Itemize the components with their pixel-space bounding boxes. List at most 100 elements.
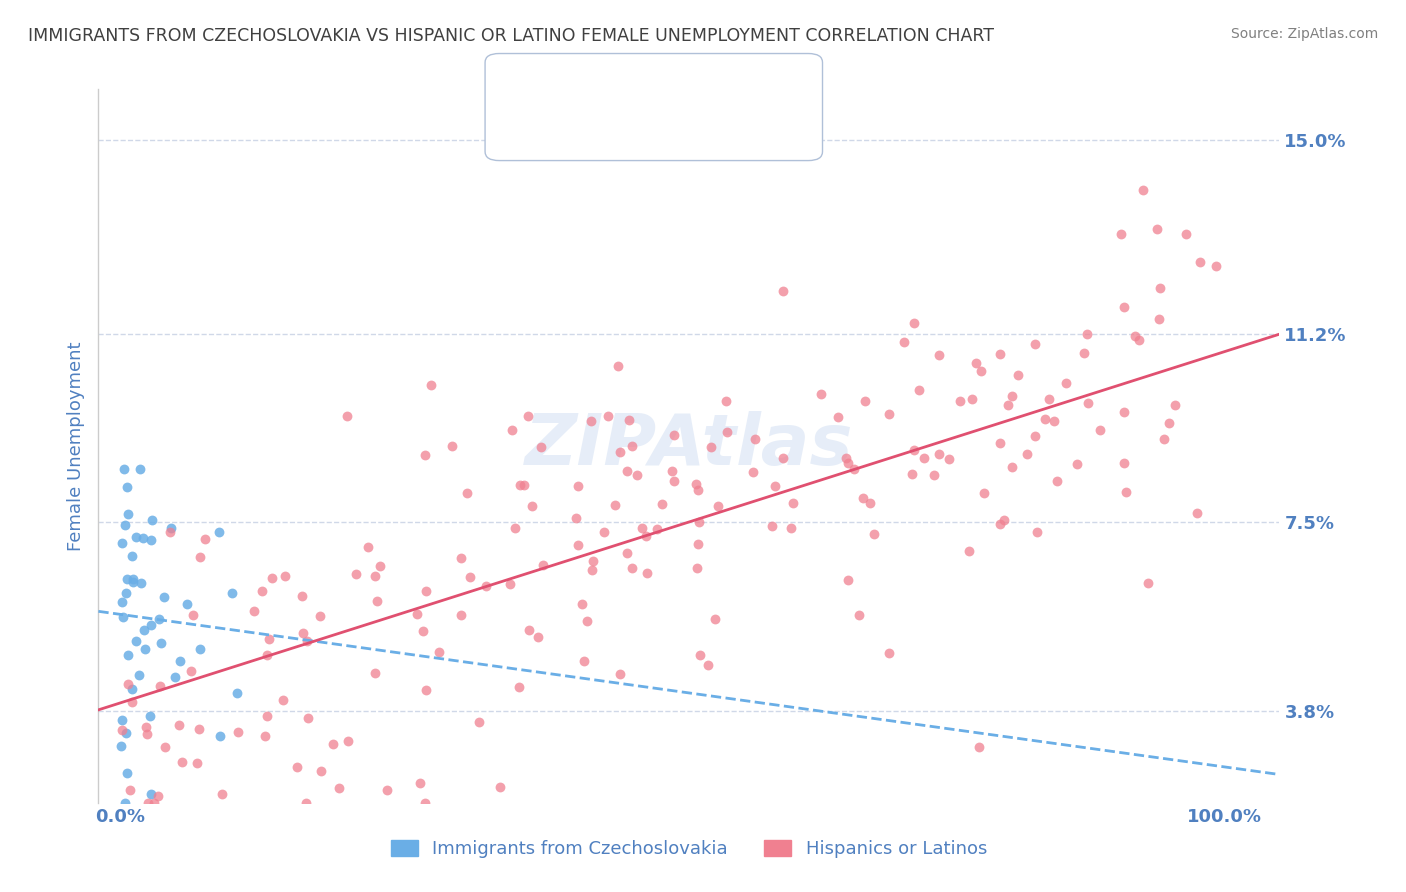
Point	[364, 666, 387, 681]
Point	[1001, 389, 1024, 403]
Point	[530, 440, 553, 454]
Point	[603, 498, 626, 512]
Point	[1042, 414, 1064, 428]
Point	[988, 517, 1011, 532]
Point	[626, 468, 648, 483]
Point	[125, 530, 148, 544]
Point	[308, 609, 330, 624]
Point	[620, 439, 643, 453]
Point	[716, 425, 738, 439]
Point	[810, 386, 832, 401]
Point	[117, 648, 139, 662]
Point	[970, 364, 993, 378]
Point	[879, 646, 901, 660]
Point	[194, 532, 217, 546]
Point	[115, 725, 138, 739]
Point	[124, 633, 146, 648]
Point	[328, 781, 350, 796]
Point	[1123, 329, 1146, 343]
Point	[957, 544, 980, 558]
Point	[527, 630, 550, 644]
Point	[180, 664, 202, 678]
Point	[1188, 255, 1211, 269]
Point	[780, 521, 803, 535]
Point	[837, 456, 859, 470]
Point	[565, 511, 588, 525]
Point	[1054, 376, 1077, 391]
Point	[291, 590, 314, 604]
Point	[155, 739, 177, 754]
Point	[741, 465, 763, 479]
Point	[1205, 259, 1227, 273]
Point	[617, 413, 640, 427]
Point	[176, 597, 198, 611]
Point	[366, 593, 388, 607]
Point	[1112, 405, 1135, 419]
Point	[1153, 432, 1175, 446]
Point	[517, 623, 540, 637]
Point	[114, 518, 136, 533]
Point	[1147, 311, 1170, 326]
Point	[139, 708, 162, 723]
Point	[135, 726, 157, 740]
Point	[121, 549, 143, 563]
Point	[575, 614, 598, 628]
Point	[772, 284, 794, 298]
Point	[160, 521, 183, 535]
Point	[208, 524, 231, 539]
Point	[662, 428, 685, 442]
Point	[271, 693, 294, 707]
Point	[211, 787, 233, 801]
Point	[761, 519, 783, 533]
Point	[636, 566, 658, 581]
Point	[336, 409, 359, 423]
Point	[901, 467, 924, 482]
Point	[827, 409, 849, 424]
Point	[596, 409, 619, 423]
Point	[531, 558, 554, 573]
Point	[893, 334, 915, 349]
Point	[988, 347, 1011, 361]
Point	[112, 462, 135, 476]
Point	[1115, 485, 1137, 500]
Point	[412, 624, 434, 639]
Point	[136, 796, 159, 810]
Point	[703, 612, 725, 626]
Point	[114, 796, 136, 810]
Point	[111, 535, 134, 549]
Point	[1185, 506, 1208, 520]
Point	[456, 485, 478, 500]
Point	[579, 414, 602, 428]
Point	[115, 479, 138, 493]
Point	[928, 447, 950, 461]
Point	[110, 739, 132, 753]
Point	[167, 717, 190, 731]
Point	[115, 586, 138, 600]
Point	[852, 491, 875, 505]
Point	[143, 796, 166, 810]
Point	[132, 531, 155, 545]
Point	[685, 477, 707, 491]
Point	[1174, 227, 1197, 242]
Point	[254, 730, 277, 744]
Point	[508, 681, 530, 695]
Point	[707, 500, 730, 514]
Point	[988, 436, 1011, 450]
Point	[499, 577, 522, 591]
Point	[697, 657, 720, 672]
Point	[574, 654, 596, 668]
Point	[1038, 392, 1060, 406]
Point	[903, 443, 925, 458]
Point	[1149, 281, 1171, 295]
Point	[285, 760, 308, 774]
Point	[415, 796, 437, 810]
Point	[630, 520, 652, 534]
Point	[581, 562, 603, 576]
Point	[297, 711, 319, 725]
Point	[170, 755, 193, 769]
Point	[256, 709, 278, 723]
Point	[121, 681, 143, 696]
Point	[260, 571, 283, 585]
Point	[357, 540, 380, 554]
Point	[292, 626, 315, 640]
